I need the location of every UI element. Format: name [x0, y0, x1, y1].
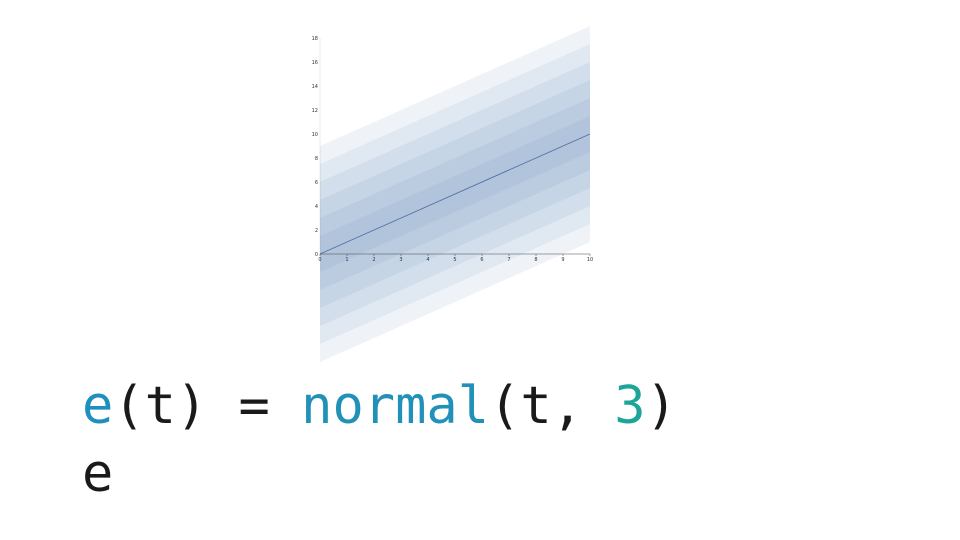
mean-line — [319, 133, 591, 255]
code-close-paren: ) — [175, 376, 208, 436]
y-tick-label: 18 — [312, 36, 318, 42]
y-axis-ticks: 0 2 4 6 8 10 12 14 16 18 — [312, 36, 318, 258]
y-tick-label: 14 — [312, 84, 318, 90]
mean-line-group — [319, 133, 591, 255]
code-open-paren: ( — [113, 376, 145, 436]
code-open-paren-2: ( — [489, 376, 521, 436]
y-tick-label: 12 — [312, 108, 318, 114]
code-comma: , — [551, 376, 615, 436]
x-axis-ticks: 0 1 2 3 4 5 6 7 8 9 10 — [318, 254, 593, 263]
x-tick-label: 7 — [507, 257, 510, 263]
y-tick-label: 10 — [312, 132, 318, 138]
x-tick-label: 2 — [372, 257, 375, 263]
code-line-2: e — [82, 444, 114, 504]
x-tick-label: 8 — [534, 257, 537, 263]
y-tick-label: 0 — [315, 252, 318, 258]
x-tick-label: 3 — [399, 257, 402, 263]
x-tick-label: 9 — [561, 257, 564, 263]
x-tick-label: 6 — [480, 257, 483, 263]
x-tick-label: 5 — [453, 257, 456, 263]
x-tick-label: 1 — [345, 257, 348, 263]
code-var: e — [82, 376, 114, 436]
y-tick-label: 4 — [315, 204, 318, 210]
x-tick-label: 0 — [318, 257, 321, 263]
x-tick-label: 10 — [587, 257, 593, 263]
y-tick-label: 2 — [315, 228, 318, 234]
y-tick-label: 16 — [312, 60, 318, 66]
code-close-paren-2: ) — [645, 376, 677, 436]
x-tick-label: 4 — [426, 257, 429, 263]
code-equals: = — [207, 376, 302, 436]
code-func: normal — [301, 376, 490, 436]
code-line-1: e(t) = normal(t, 3) — [82, 380, 677, 432]
code-param-2: 3 — [614, 376, 646, 436]
y-tick-label: 8 — [315, 156, 318, 162]
code-arg: t — [144, 376, 176, 436]
code-param-1: t — [520, 376, 552, 436]
y-tick-label: 6 — [315, 180, 318, 186]
